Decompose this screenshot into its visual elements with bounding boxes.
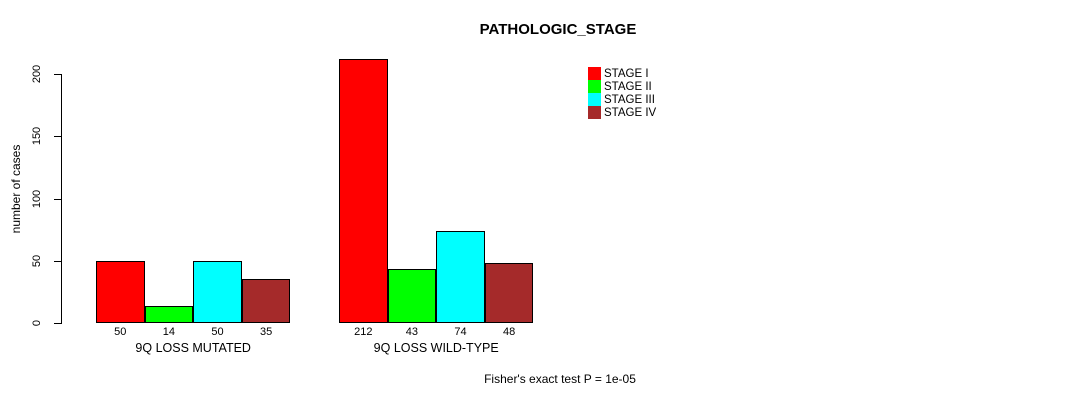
bar-stage-iv	[484, 263, 534, 323]
bar-stage-i	[96, 260, 145, 323]
category-label: 9Q LOSS WILD-TYPE	[373, 341, 499, 355]
y-tick-mark	[54, 323, 61, 324]
legend-label: STAGE II	[604, 80, 652, 93]
y-tick-label: 100	[31, 189, 43, 208]
bar-value-label: 212	[354, 326, 373, 338]
legend-swatch-stage-iv	[588, 106, 601, 119]
legend-label: STAGE I	[604, 67, 649, 80]
y-tick-mark	[54, 136, 61, 138]
bar-value-label: 43	[405, 326, 419, 338]
annotation-text: Fisher's exact test P = 1e-05	[484, 372, 636, 386]
legend-swatch-stage-ii	[588, 80, 601, 93]
y-tick-mark	[54, 198, 61, 200]
y-tick-label: 50	[31, 254, 43, 267]
bar-value-label: 48	[502, 326, 516, 338]
bar-stage-iii	[193, 260, 242, 323]
bar-value-label: 74	[454, 326, 467, 338]
y-tick-label: 200	[31, 64, 43, 84]
bar-stage-i	[339, 59, 388, 323]
y-axis-line	[61, 74, 62, 324]
bar-value-label: 35	[259, 326, 273, 338]
y-tick-mark	[54, 74, 61, 75]
y-axis-label: number of cases	[9, 144, 23, 234]
bar-value-label: 50	[114, 326, 127, 338]
y-tick-label: 0	[31, 319, 43, 327]
legend-swatch-stage-iii	[588, 93, 601, 106]
legend-swatch-stage-i	[588, 67, 601, 80]
bar-value-label: 14	[162, 326, 176, 338]
bar-stage-iii	[436, 230, 485, 323]
legend-label: STAGE IV	[604, 106, 657, 119]
chart-title: PATHOLOGIC_STAGE	[479, 21, 637, 38]
bar-stage-ii	[144, 305, 194, 323]
y-tick-label: 150	[31, 127, 43, 146]
category-label: 9Q LOSS MUTATED	[135, 341, 251, 355]
y-tick-mark	[54, 260, 61, 262]
bar-stage-iv	[241, 279, 291, 323]
legend-label: STAGE III	[604, 93, 655, 106]
bar-value-label: 50	[211, 326, 224, 338]
bar-stage-ii	[387, 269, 437, 323]
